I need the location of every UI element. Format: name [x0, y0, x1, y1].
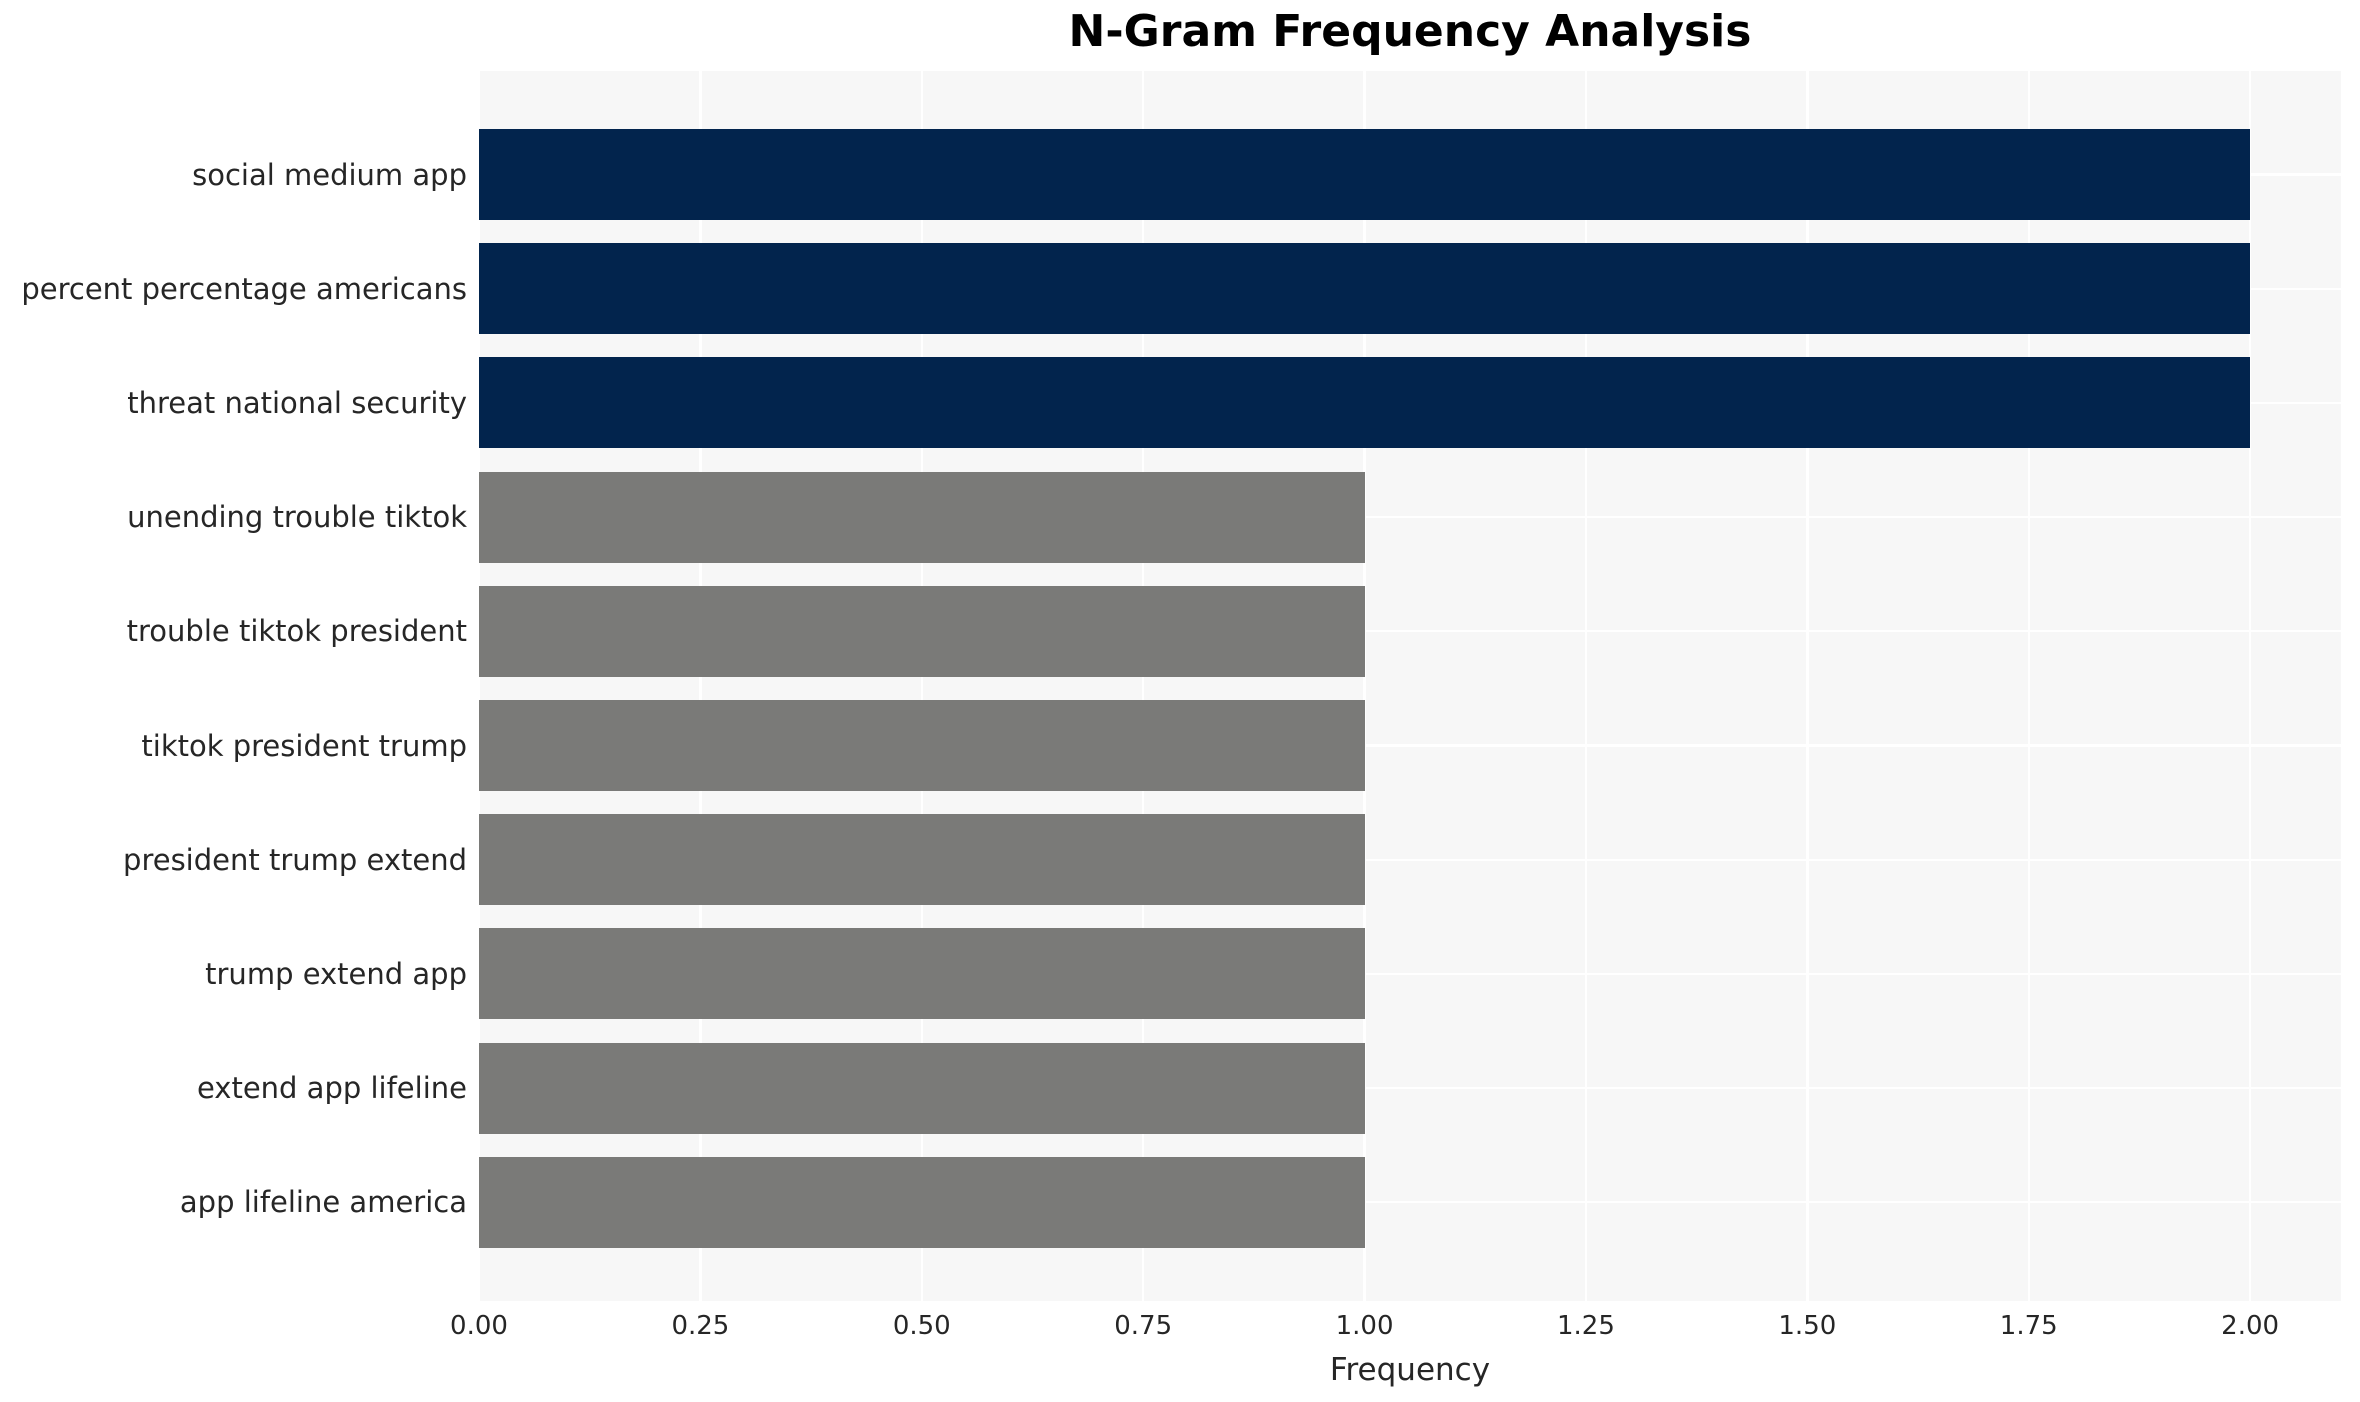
y-tick-label: social medium app — [192, 157, 467, 192]
y-tick-label: tiktok president trump — [141, 728, 467, 763]
x-gridline — [920, 71, 923, 1301]
x-gridline — [699, 71, 702, 1301]
x-tick-label: 1.00 — [1335, 1311, 1394, 1341]
y-gridline — [479, 972, 2341, 976]
x-tick-label: 0.00 — [450, 1311, 508, 1341]
y-gridline — [479, 630, 2341, 633]
y-tick-label: threat national security — [127, 385, 467, 420]
plot-area — [477, 71, 2341, 1301]
chart-title: N-Gram Frequency Analysis — [1068, 6, 1752, 57]
bar — [479, 1042, 1365, 1134]
y-gridline — [479, 515, 2341, 519]
y-gridline — [479, 1086, 2341, 1090]
x-gridline — [1363, 71, 1366, 1301]
y-tick-label: app lifeline america — [179, 1185, 467, 1220]
x-gridline — [2027, 71, 2030, 1301]
x-tick-label: 0.25 — [671, 1311, 730, 1341]
x-tick-label: 2.00 — [2221, 1311, 2280, 1341]
y-tick-label: extend app lifeline — [196, 1071, 467, 1106]
bar — [479, 357, 2251, 449]
x-gridline — [1806, 71, 1809, 1301]
bar — [479, 585, 1365, 677]
bar — [479, 471, 1365, 563]
y-gridline — [479, 744, 2341, 747]
bar — [479, 928, 1365, 1020]
y-tick-label: unending trouble tiktok — [127, 500, 467, 535]
x-gridline — [1141, 71, 1145, 1301]
y-tick-label: trump extend app — [205, 956, 467, 991]
y-gridline — [479, 1201, 2341, 1204]
bar — [479, 700, 1365, 791]
x-gridline — [2248, 71, 2252, 1301]
x-tick-label: 1.25 — [1557, 1311, 1615, 1341]
bar — [479, 129, 2251, 220]
x-tick-label: 0.50 — [892, 1311, 951, 1341]
x-tick-label: 1.75 — [1999, 1311, 2058, 1341]
y-tick-label: president trump extend — [123, 842, 467, 877]
y-tick-label: trouble tiktok president — [126, 614, 467, 649]
bar — [479, 243, 2251, 335]
x-tick-label: 1.50 — [1778, 1311, 1837, 1341]
bar — [479, 1156, 1365, 1248]
y-tick-label: percent percentage americans — [21, 271, 467, 306]
x-gridline — [1584, 71, 1588, 1301]
x-gridline — [477, 71, 481, 1301]
x-tick-label: 0.75 — [1114, 1311, 1173, 1341]
x-axis-label: Frequency — [1329, 1352, 1491, 1388]
bar — [479, 814, 1365, 906]
y-gridline — [479, 858, 2341, 861]
